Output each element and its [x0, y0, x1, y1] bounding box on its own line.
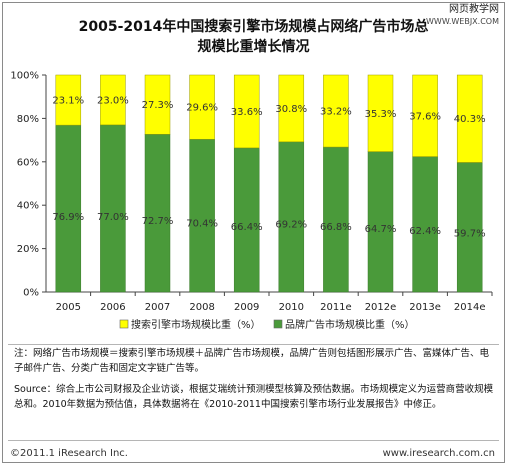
bar-search-2006 [100, 74, 126, 126]
bar-brand-2014e [456, 162, 483, 293]
watermark: 网页教学网 WWW.WEBJX.COM [426, 4, 499, 28]
bar-search-2014e [456, 74, 483, 163]
y-tick-label: 40% [17, 201, 39, 212]
data-label-search: 27.3% [142, 100, 174, 111]
x-tick-label: 2010 [279, 302, 304, 313]
data-label-brand: 66.8% [320, 222, 352, 233]
x-tick-label: 2011e [320, 302, 352, 313]
bar-brand-2006 [100, 124, 126, 293]
data-label-brand: 62.4% [409, 226, 441, 237]
data-label-brand: 69.2% [275, 219, 307, 230]
data-label-search: 33.2% [320, 107, 352, 118]
x-tick-label: 2014e [454, 302, 486, 313]
bar-brand-2005 [55, 124, 82, 293]
source-text: Source：综合上市公司财报及企业访谈，根据艾瑞统计预测模型核算及预估数据。市… [14, 384, 494, 410]
x-tick-label: 2013e [409, 302, 441, 313]
data-label-search: 23.1% [52, 96, 84, 107]
data-label-brand: 72.7% [142, 216, 174, 227]
data-label-brand: 70.4% [186, 218, 218, 229]
bar-brand-2013e [412, 156, 438, 293]
legend-swatch-brand [273, 319, 283, 329]
footer-site: www.iresearch.com.cn [382, 448, 495, 459]
legend-swatch-search [119, 319, 129, 329]
bar-search-2011e [323, 74, 349, 148]
bar-brand-2010 [278, 141, 305, 293]
data-label-brand: 66.4% [231, 222, 263, 233]
watermark-site: 网页教学网 [449, 4, 499, 15]
bar-search-2013e [412, 74, 438, 157]
data-label-search: 23.0% [97, 95, 129, 106]
y-tick-label: 100% [10, 71, 39, 82]
bar-brand-2007 [144, 133, 171, 293]
bar-search-2012e [367, 74, 394, 152]
chart-title: 2005-2014年中国搜索引擎市场规模占网络广告市场总 规模比重增长情况 [0, 17, 507, 57]
x-tick-label: 2005 [56, 302, 81, 313]
stacked-bar-chart: 0% 20% 40% 60% 80% 100% 76.9% 23.1% 2005 77.0% 23.… [10, 71, 493, 331]
chart-title-line1: 2005-2014年中国搜索引擎市场规模占网络广告市场总 [78, 19, 429, 35]
data-label-search: 40.3% [454, 114, 486, 125]
notes-block: 注：网络广告市场规模＝搜索引擎市场规模＋品牌广告市场规模，品牌广告则包括图形展示… [14, 346, 497, 412]
footer: ©2011.1 iResearch Inc. www.iresearch.com… [10, 448, 495, 459]
divider [8, 440, 499, 441]
y-tick-label: 60% [17, 157, 39, 168]
bar-search-2009 [233, 74, 260, 149]
x-tick-label: 2006 [100, 302, 125, 313]
bar-brand-2011e [323, 146, 349, 293]
y-tick-label: 20% [17, 244, 39, 255]
copyright: ©2011.1 iResearch Inc. [10, 448, 128, 459]
data-label-search: 29.6% [186, 103, 218, 114]
chart-title-line2: 规模比重增长情况 [197, 39, 310, 55]
legend-label-search: 搜索引擎市场规模比重（%） [131, 318, 261, 331]
x-tick-label: 2012e [365, 302, 397, 313]
data-label-search: 30.8% [275, 104, 307, 115]
bar-search-2005 [55, 74, 82, 126]
legend-label-brand: 品牌广告市场规模比重（%） [285, 318, 415, 331]
y-tick-label: 80% [17, 114, 39, 125]
bar-search-2010 [278, 74, 305, 143]
data-label-search: 35.3% [365, 109, 397, 120]
y-tick-label: 0% [23, 288, 39, 299]
bar-search-2007 [144, 74, 171, 135]
bar-brand-2008 [189, 138, 215, 293]
data-label-brand: 59.7% [454, 229, 486, 240]
x-tick-label: 2007 [145, 302, 170, 313]
note-text: 注：网络广告市场规模＝搜索引擎市场规模＋品牌广告市场规模，品牌广告则包括图形展示… [14, 348, 490, 374]
x-tick-label: 2009 [234, 302, 259, 313]
bar-brand-2009 [233, 147, 260, 293]
divider [8, 344, 499, 345]
data-label-search: 37.6% [409, 111, 441, 122]
data-label-brand: 64.7% [365, 224, 397, 235]
bar-search-2008 [189, 74, 215, 140]
x-tick-label: 2008 [189, 302, 214, 313]
bar-brand-2012e [367, 151, 394, 293]
data-label-brand: 77.0% [97, 212, 129, 223]
data-label-brand: 76.9% [52, 212, 84, 223]
watermark-url: WWW.WEBJX.COM [426, 17, 499, 26]
data-label-search: 33.6% [231, 107, 263, 118]
